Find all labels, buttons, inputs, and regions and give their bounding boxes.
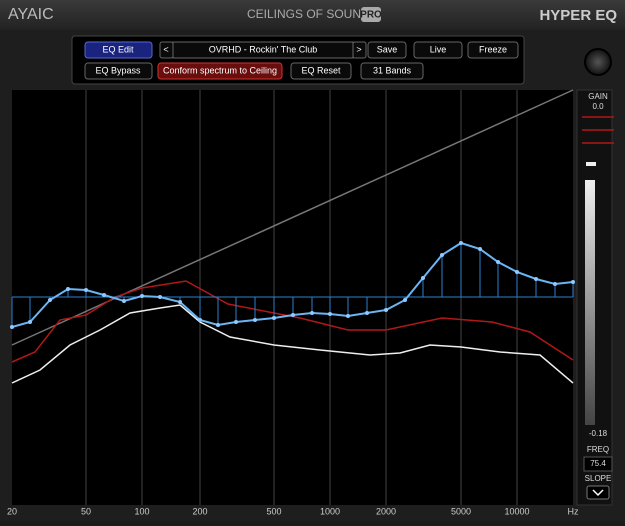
save-button[interactable] — [367, 41, 407, 59]
freq-label: 100 — [134, 506, 149, 516]
band-handle[interactable] — [48, 298, 52, 302]
slope-dropdown[interactable] — [586, 485, 610, 500]
band-handle[interactable] — [515, 270, 519, 274]
band-handle[interactable] — [178, 300, 182, 304]
eq-reset-button[interactable] — [290, 62, 352, 80]
next-label[interactable]: > — [356, 44, 361, 54]
band-handle[interactable] — [66, 287, 70, 291]
freeze-label[interactable]: Freeze — [479, 44, 507, 54]
bands-label[interactable]: 31 Bands — [373, 65, 412, 75]
band-handle[interactable] — [10, 325, 14, 329]
freq-label: FREQ — [587, 445, 609, 454]
bands-button[interactable] — [360, 62, 424, 80]
live-label[interactable]: Live — [430, 44, 447, 54]
prev-label[interactable]: < — [163, 44, 168, 54]
band-handle[interactable] — [421, 276, 425, 280]
band-handle[interactable] — [272, 316, 276, 320]
freq-value[interactable]: 75.4 — [590, 459, 606, 468]
peak-hold — [586, 162, 596, 166]
band-handle[interactable] — [346, 314, 350, 318]
toolbar-buttons: EQ Edit < OVRHD - Rockin' The Club > Sav… — [84, 41, 519, 80]
band-handle[interactable] — [534, 277, 538, 281]
frequency-axis: 20 50 100 200 500 1000 2000 5000 10000 H… — [7, 506, 579, 516]
freq-label: Hz — [568, 506, 579, 516]
conform-button[interactable] — [157, 62, 283, 80]
eq-edit-label[interactable]: EQ Edit — [102, 44, 134, 54]
logo: AYAIC — [8, 6, 54, 23]
band-handle[interactable] — [571, 280, 575, 284]
freq-label: 5000 — [451, 506, 471, 516]
header-bar — [0, 0, 625, 30]
freq-label: 500 — [266, 506, 281, 516]
band-handle[interactable] — [158, 295, 162, 299]
band-handle[interactable] — [365, 311, 369, 315]
save-label[interactable]: Save — [377, 44, 398, 54]
gain-value: 0.0 — [592, 102, 604, 111]
band-handle[interactable] — [478, 247, 482, 251]
edition: PRO — [360, 10, 382, 21]
live-button[interactable] — [413, 41, 463, 59]
slope-label: SLOPE — [585, 474, 612, 483]
eq-edit-button[interactable] — [84, 41, 153, 59]
freq-label: 200 — [192, 506, 207, 516]
eq-bypass-button[interactable] — [84, 62, 153, 80]
band-handle[interactable] — [216, 323, 220, 327]
freq-label: 2000 — [376, 506, 396, 516]
edition-badge — [361, 7, 381, 22]
level-value: -0.18 — [589, 429, 608, 438]
ceiling-markers — [582, 116, 614, 144]
band-handle[interactable] — [198, 318, 202, 322]
band-handle[interactable] — [291, 313, 295, 317]
eq-bypass-label[interactable]: EQ Bypass — [95, 65, 141, 75]
band-handle[interactable] — [28, 320, 32, 324]
next-button[interactable] — [352, 41, 367, 59]
product-name: CEILINGS OF SOUND — [247, 7, 370, 21]
dropdown-arrow — [592, 489, 604, 497]
freq-label: 1000 — [320, 506, 340, 516]
band-handle[interactable] — [140, 294, 144, 298]
eq-band-stems — [11, 243, 574, 327]
conform-label[interactable]: Conform spectrum to Ceiling — [163, 65, 277, 75]
band-handle[interactable] — [553, 282, 557, 286]
freq-label: 10000 — [504, 506, 529, 516]
plugin-name: HYPER EQ — [539, 7, 617, 24]
band-handle[interactable] — [384, 308, 388, 312]
band-handle[interactable] — [310, 311, 314, 315]
band-handle[interactable] — [234, 320, 238, 324]
band-handle[interactable] — [122, 299, 126, 303]
band-handle[interactable] — [84, 288, 88, 292]
ceiling-curve — [11, 280, 574, 363]
eq-reset-label[interactable]: EQ Reset — [301, 65, 341, 75]
band-handle[interactable] — [253, 318, 257, 322]
band-handle[interactable] — [459, 241, 463, 245]
band-handle[interactable] — [496, 260, 500, 264]
eq-band-handles — [10, 241, 575, 329]
band-handle[interactable] — [440, 253, 444, 257]
freeze-button[interactable] — [467, 41, 519, 59]
gain-label: GAIN — [588, 92, 608, 101]
band-handle[interactable] — [328, 312, 332, 316]
band-handle[interactable] — [403, 298, 407, 302]
freq-label: 50 — [81, 506, 91, 516]
spectrum-curve — [11, 304, 574, 384]
level-meter — [585, 180, 595, 425]
band-handle[interactable] — [102, 293, 106, 297]
preset-name[interactable]: OVRHD - Rockin' The Club — [209, 44, 318, 54]
output-knob[interactable] — [584, 48, 612, 76]
freq-label: 20 — [7, 506, 17, 516]
freq-field[interactable] — [583, 456, 613, 472]
